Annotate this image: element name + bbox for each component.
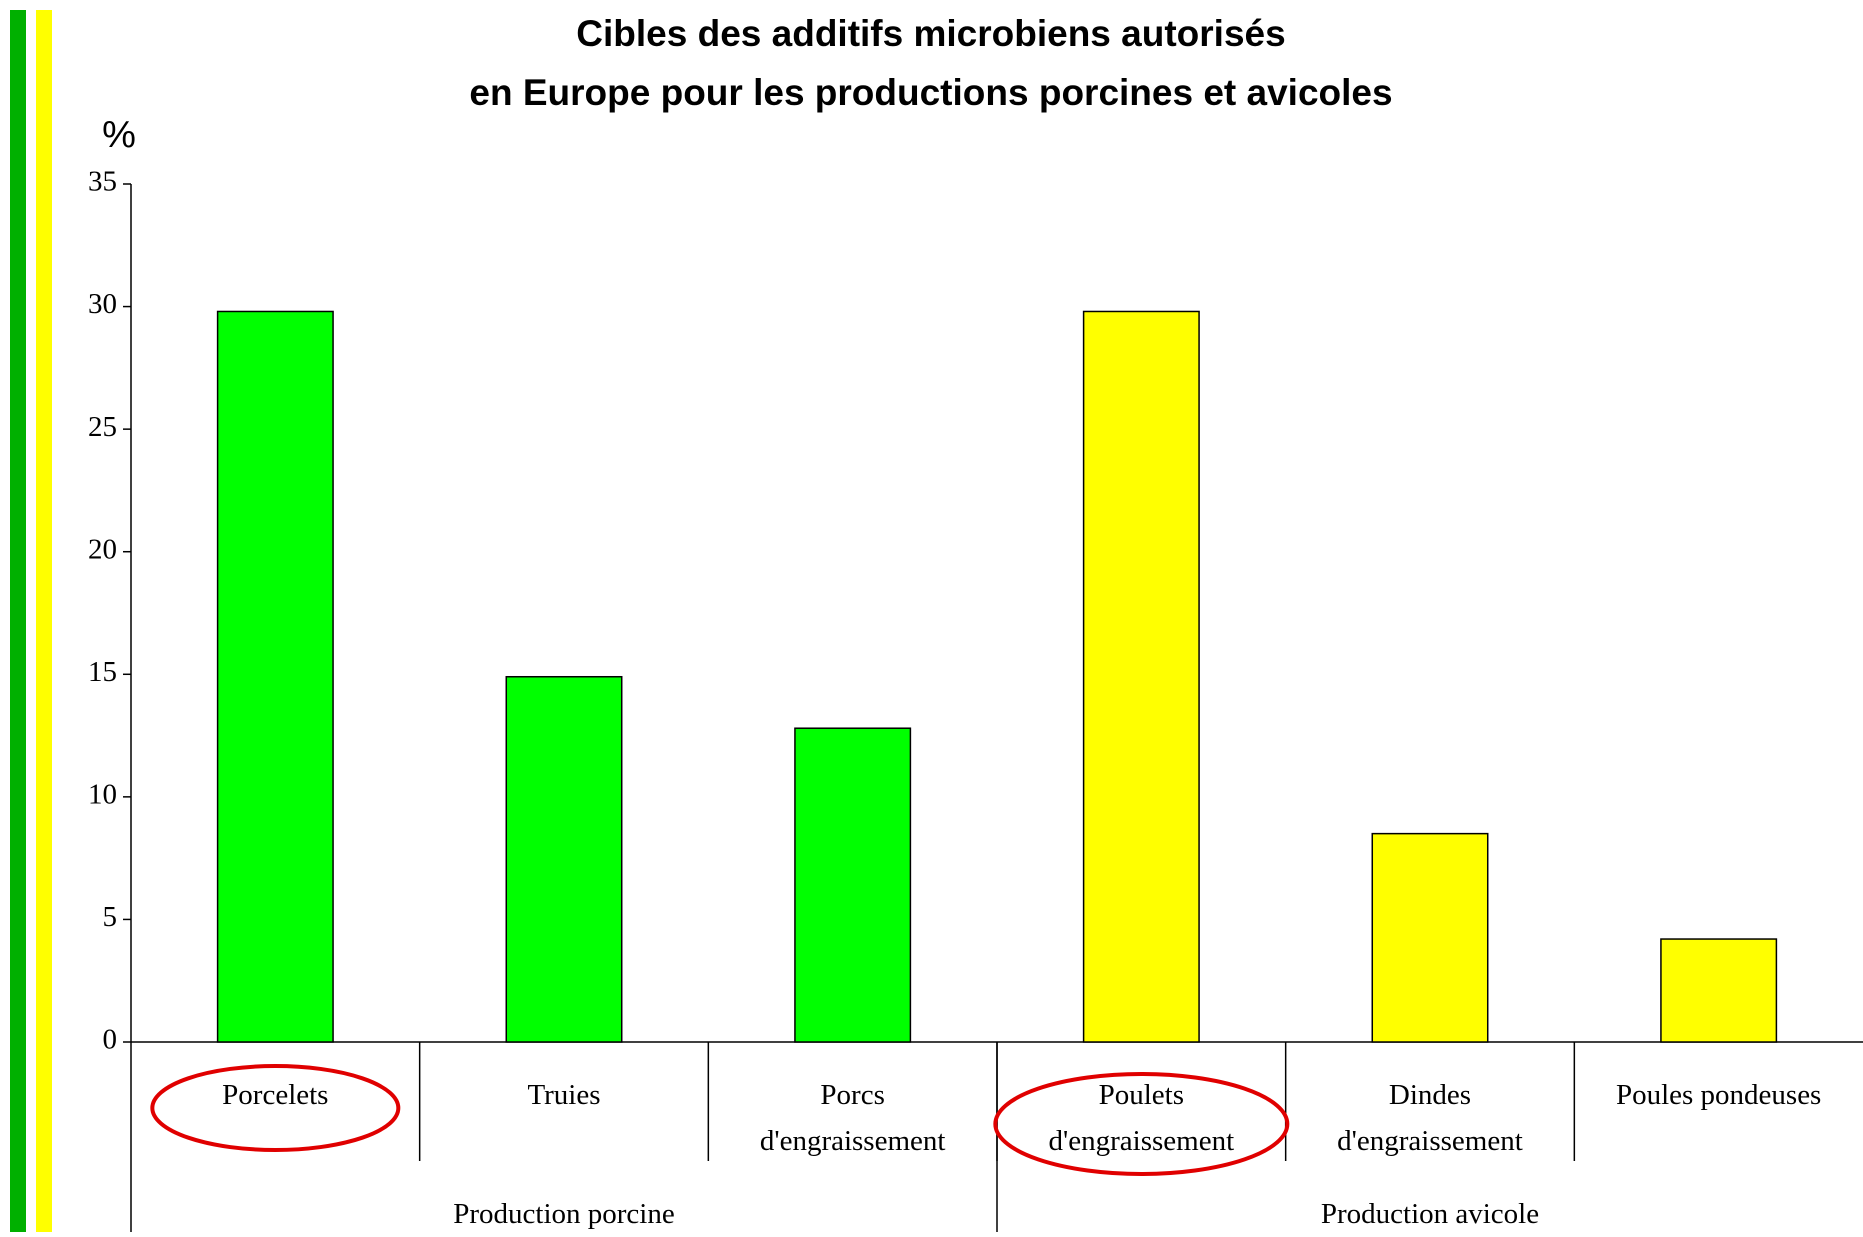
y-tick-label: 25 bbox=[88, 411, 117, 443]
page: % 05101520253035 Cibles des additifs mic… bbox=[0, 0, 1863, 1232]
y-tick-label: 20 bbox=[88, 533, 117, 565]
x-tick-label: Porcs d'engraissement bbox=[708, 1072, 997, 1164]
bar bbox=[1084, 311, 1199, 1042]
bar bbox=[1372, 834, 1487, 1042]
x-tick-label: Truies bbox=[420, 1072, 709, 1118]
x-tick-label: Porcelets bbox=[131, 1072, 420, 1118]
x-tick-label: Dindes d'engraissement bbox=[1286, 1072, 1575, 1164]
y-tick-label: 30 bbox=[88, 288, 117, 320]
stripe-green bbox=[10, 10, 26, 1232]
x-tick-label: Poulets d'engraissement bbox=[997, 1072, 1286, 1164]
chart-title: Cibles des additifs microbiens autorisés… bbox=[131, 4, 1731, 122]
y-tick-label: 10 bbox=[88, 779, 117, 811]
y-tick-label: 0 bbox=[103, 1024, 118, 1056]
bar bbox=[506, 677, 621, 1042]
y-tick-label: 5 bbox=[103, 901, 118, 933]
bar bbox=[795, 728, 910, 1042]
stripe-yellow bbox=[36, 10, 52, 1232]
x-tick-label: Poules pondeuses bbox=[1574, 1072, 1863, 1118]
group-label: Production porcine bbox=[131, 1191, 997, 1237]
chart: % 05101520253035 bbox=[0, 0, 1863, 1232]
bar bbox=[1661, 939, 1776, 1042]
bar bbox=[218, 311, 333, 1042]
y-tick-label: 35 bbox=[88, 166, 117, 198]
group-label: Production avicole bbox=[997, 1191, 1863, 1237]
y-tick-label: 15 bbox=[88, 656, 117, 688]
